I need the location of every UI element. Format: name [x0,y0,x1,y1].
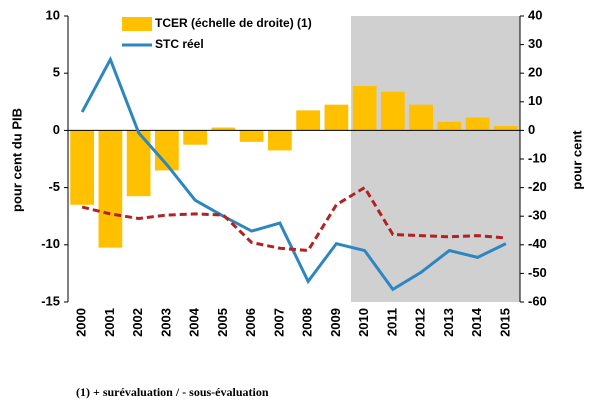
line [80,55,507,292]
y2-tick-label: -50 [528,265,547,280]
x-tick-label: 2014 [469,307,484,337]
x-tick-label: 2015 [497,308,512,337]
x-tick-label: 2011 [384,308,399,336]
y2-axis-title: pour cent [569,130,584,190]
y-tick-label: -10 [41,236,60,251]
y2-tick-label: 40 [528,7,542,22]
shaded-region [351,16,520,302]
bar [126,130,151,197]
line [81,185,506,253]
y2-tick-label: -20 [528,179,547,194]
legend-label: TCER (échelle de droite) (1) [155,16,312,30]
x-tick-label: 2009 [328,308,343,337]
bar [296,110,320,131]
bar [211,127,236,131]
x-tick-label: 2006 [243,308,258,337]
x-tick-label: 2003 [158,308,173,337]
x-tick-label: 2005 [215,308,230,337]
x-tick-label: 2007 [271,308,286,337]
y2-tick-label: 10 [528,93,542,108]
bar [409,104,433,131]
bar [183,130,207,145]
y-tick-label: -5 [48,179,60,194]
bar [239,130,264,142]
y2-tick-label: -10 [528,150,547,165]
x-tick-label: 2004 [187,307,202,337]
legend-swatch [122,17,152,31]
legend-label: STC réel [155,37,204,51]
y-tick-label: -15 [41,293,60,308]
bar [437,121,462,131]
x-tick-label: 2013 [441,308,456,337]
y2-tick-label: -60 [528,293,547,308]
x-tick-label: 2010 [356,308,371,337]
bar [155,130,179,171]
bar [268,130,292,151]
footnote: (1) + surévaluation / - sous-évaluation [76,385,269,399]
y-axis-title: pour cent du PIB [9,108,24,212]
bar [98,130,123,248]
y2-tick-label: -30 [528,208,547,223]
x-tick-label: 2012 [413,308,428,337]
bar [465,117,490,131]
marks [68,55,520,292]
x-tick-label: 2008 [300,308,315,337]
x-tick-label: 2001 [102,308,117,337]
y2-tick-label: 0 [528,122,535,137]
y2-tick-label: 30 [528,36,542,51]
y2-tick-label: -40 [528,236,547,251]
y-tick-label: 0 [53,122,60,137]
bar [494,126,518,131]
bar [352,86,377,131]
x-tick-label: 2000 [74,308,89,337]
bar [324,104,349,131]
y-tick-label: 10 [46,7,60,22]
y2-tick-label: 20 [528,65,542,80]
y-tick-label: 5 [53,65,60,80]
x-tick-label: 2002 [130,308,145,337]
bar [381,91,405,131]
bar [70,130,94,205]
